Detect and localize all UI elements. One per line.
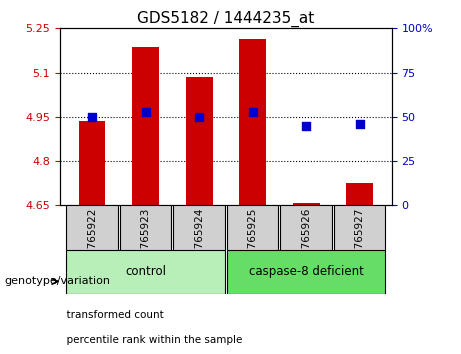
Text: GSM765922: GSM765922 [87,207,97,271]
Text: GSM765927: GSM765927 [355,207,365,271]
Text: GSM765925: GSM765925 [248,207,258,271]
Bar [293,203,319,205]
FancyBboxPatch shape [280,205,332,250]
Text: GSM765923: GSM765923 [141,207,151,271]
FancyBboxPatch shape [227,205,278,250]
Point [195,114,203,120]
Text: GSM765924: GSM765924 [194,207,204,271]
FancyBboxPatch shape [66,205,118,250]
Bar [79,121,106,205]
FancyBboxPatch shape [120,205,171,250]
Point [356,121,363,127]
Title: GDS5182 / 1444235_at: GDS5182 / 1444235_at [137,11,314,27]
Point [142,109,149,114]
FancyBboxPatch shape [66,250,225,294]
FancyBboxPatch shape [173,205,225,250]
Text: caspase-8 deficient: caspase-8 deficient [249,265,364,278]
Bar [346,183,373,205]
Text: percentile rank within the sample: percentile rank within the sample [60,335,242,345]
Point [249,109,256,114]
Text: control: control [125,265,166,278]
Bar [132,47,159,205]
Point [302,123,310,129]
Text: transformed count: transformed count [60,310,164,320]
FancyBboxPatch shape [227,250,385,294]
Bar [239,39,266,205]
Text: genotype/variation: genotype/variation [5,276,111,286]
FancyBboxPatch shape [334,205,385,250]
Text: GSM765926: GSM765926 [301,207,311,271]
Point [89,114,96,120]
Bar [186,77,213,205]
